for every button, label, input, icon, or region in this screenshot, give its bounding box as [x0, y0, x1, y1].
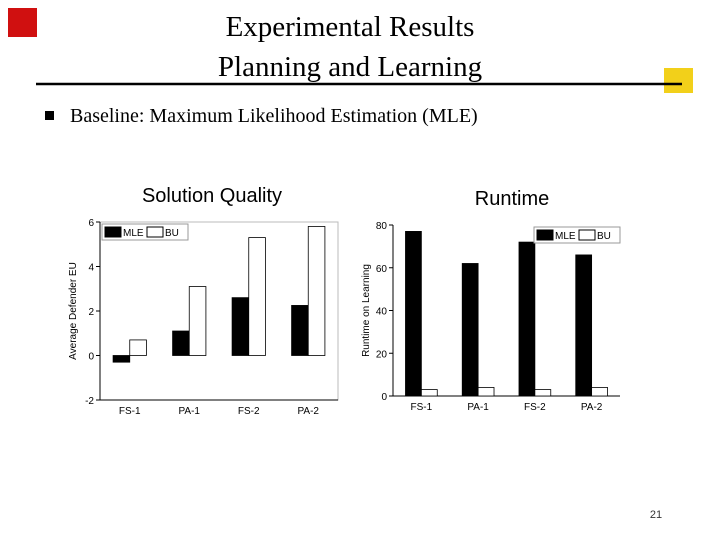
legend-box: [533, 226, 621, 244]
legend-swatch: [104, 226, 122, 238]
chart-title: Runtime: [475, 188, 549, 210]
slide-title: Experimental Results: [226, 11, 475, 43]
bar: [420, 389, 438, 397]
legend-swatch: [536, 229, 554, 241]
x-tick-label: PA-1: [179, 406, 201, 417]
chart-title: Solution Quality: [142, 185, 282, 207]
x-tick-label: PA-2: [298, 406, 320, 417]
yellow-square: [664, 68, 693, 93]
bar: [291, 305, 309, 356]
legend-label: MLE: [555, 231, 576, 242]
legend-box: [101, 223, 189, 241]
y-tick-label: 0: [88, 352, 94, 363]
bar: [477, 387, 495, 397]
legend-label: MLE: [123, 228, 144, 239]
y-axis-label: Runtime on Learning: [361, 264, 372, 357]
y-tick-label: 0: [381, 392, 387, 403]
page-number: 21: [650, 509, 662, 521]
legend-swatch: [578, 229, 596, 241]
x-tick-label: FS-1: [119, 406, 141, 417]
legend-label: BU: [165, 228, 179, 239]
red-square: [8, 8, 37, 37]
y-tick-label: 20: [376, 349, 388, 360]
y-tick-label: 2: [88, 307, 94, 318]
x-tick-label: PA-2: [581, 402, 603, 413]
bullet-text: Baseline: Maximum Likelihood Estimation …: [70, 105, 478, 127]
bar: [534, 389, 552, 397]
bullet: [45, 111, 54, 120]
bar: [172, 330, 190, 356]
y-tick-label: 80: [376, 221, 388, 232]
x-tick-label: FS-2: [238, 406, 260, 417]
bar: [129, 339, 147, 356]
bar: [112, 355, 131, 363]
y-axis-label: Average Defender EU: [68, 262, 79, 360]
y-tick-label: 60: [376, 264, 388, 275]
y-tick-label: 4: [88, 263, 94, 274]
legend-swatch: [146, 226, 164, 238]
legend-label: BU: [597, 231, 611, 242]
x-tick-label: FS-1: [411, 402, 433, 413]
bar: [405, 231, 422, 397]
bar: [575, 254, 593, 397]
bar: [188, 286, 207, 356]
slide-title: Planning and Learning: [218, 51, 482, 83]
bar: [461, 263, 479, 397]
bar: [591, 387, 608, 397]
x-tick-label: PA-1: [467, 402, 489, 413]
y-tick-label: 6: [88, 218, 94, 229]
bar: [248, 237, 266, 356]
y-tick-label: 40: [376, 307, 388, 318]
bar: [518, 241, 536, 397]
y-tick-label: -2: [85, 396, 94, 407]
x-tick-label: FS-2: [524, 402, 546, 413]
bar: [307, 226, 326, 356]
bar: [231, 297, 250, 356]
